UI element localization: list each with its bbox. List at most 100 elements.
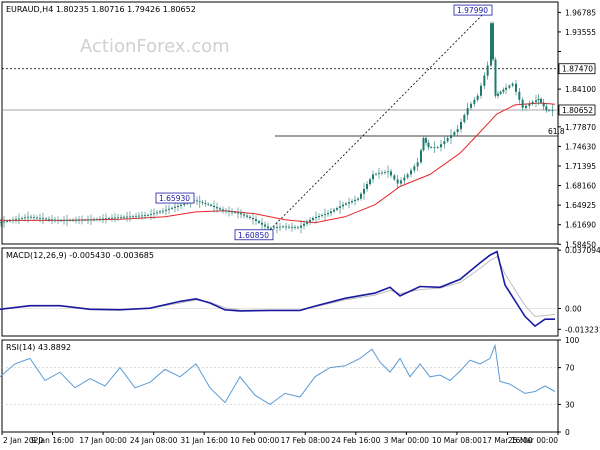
candle-body — [99, 218, 101, 220]
candle-body — [511, 83, 514, 86]
candle-body — [261, 222, 263, 225]
candle-body — [537, 98, 540, 101]
main-y-tick-label: 1.64925 — [565, 201, 596, 210]
macd-y-ticks: 0.037094 0.00 -0.013231 — [558, 246, 600, 334]
candle-body — [540, 98, 542, 103]
candle-body — [282, 226, 284, 228]
macd-lines — [0, 250, 558, 328]
x-tick-label: 3 Mar 00:00 — [384, 436, 430, 445]
candle-body — [30, 216, 32, 218]
rsi-header: RSI(14) 43.8892 — [6, 343, 71, 352]
candle-body — [120, 217, 122, 218]
candle-body — [466, 107, 469, 115]
candle-body — [378, 173, 380, 175]
candle-body — [450, 135, 452, 139]
candle-body — [111, 217, 113, 219]
candle-body — [321, 215, 323, 217]
candle-body — [123, 216, 125, 218]
candle-body — [249, 216, 251, 218]
candle-body — [384, 172, 386, 173]
candle-body — [342, 204, 344, 207]
candle-body — [36, 217, 38, 219]
x-tick-label: 31 Jan 16:00 — [180, 436, 228, 445]
candle-body — [535, 100, 537, 102]
candle-body — [351, 201, 353, 203]
main-y-tick-label: 1.61690 — [565, 221, 596, 230]
candle-body — [309, 219, 311, 222]
candle-body — [372, 174, 374, 180]
x-tick-label: 2 Jan 2020 — [3, 436, 43, 445]
candle-body — [129, 216, 131, 218]
macd-y-tick-label: 0.037094 — [565, 246, 600, 255]
candle-body — [406, 174, 409, 178]
candle-body — [87, 219, 89, 221]
candle-body — [66, 220, 68, 222]
annotation-box — [155, 192, 195, 204]
main-lines: 1.87470 1.80652 61.8 — [0, 4, 596, 234]
macd-line — [0, 250, 555, 328]
annotation-label: 1.65930 — [159, 194, 190, 203]
candle-body — [39, 217, 41, 219]
candle-body — [96, 219, 98, 220]
x-tick-label: 24 Jan 08:00 — [130, 436, 178, 445]
candle-body — [315, 217, 317, 218]
candle-body — [3, 221, 5, 223]
main-y-tick-label: 1.58450 — [565, 240, 596, 249]
candle-body — [518, 91, 521, 100]
candle-body — [171, 207, 173, 209]
candle-body — [201, 202, 204, 203]
candle-body — [505, 87, 507, 90]
candle-body — [521, 99, 524, 108]
level-label-box — [558, 63, 596, 75]
candle-body — [0, 222, 2, 224]
candle-body — [508, 85, 511, 88]
candle-body — [69, 220, 71, 221]
candle-body — [456, 129, 459, 133]
candle-body — [300, 225, 302, 228]
main-y-tick-label: 1.74630 — [565, 142, 596, 151]
candle-body — [420, 150, 422, 163]
watermark: ActionForex.com — [80, 36, 230, 57]
candle-body — [168, 208, 170, 210]
x-tick-label: 17 Feb 08:00 — [281, 436, 330, 445]
candle-body — [453, 132, 456, 136]
candle-body — [387, 171, 389, 173]
annotation-box — [234, 229, 274, 241]
candle-body — [51, 219, 53, 221]
candle-body — [366, 184, 368, 189]
candle-body — [545, 106, 548, 111]
candle-body — [354, 199, 356, 202]
candle-body — [21, 217, 23, 219]
main-y-tick-label: 1.96785 — [565, 8, 596, 17]
candle-body — [294, 227, 296, 228]
candle-body — [45, 218, 47, 220]
ma-line — [0, 102, 556, 224]
candle-body — [551, 110, 554, 112]
candle-body — [339, 206, 341, 209]
candle-body — [162, 210, 164, 212]
candle-body — [144, 215, 146, 217]
level-label-box — [558, 104, 596, 116]
main-y-tick-label: 1.77870 — [565, 123, 596, 132]
candle-body — [363, 188, 365, 194]
candle-body — [135, 215, 137, 217]
candle-body — [528, 103, 531, 106]
annotation-box — [453, 4, 493, 16]
candle-body — [150, 214, 152, 215]
candle-body — [306, 221, 308, 224]
candle-body — [422, 138, 425, 151]
candle-body — [33, 217, 35, 218]
candle-body — [357, 198, 359, 200]
candle-body — [288, 226, 290, 228]
candle-body — [78, 219, 80, 221]
rsi-line — [0, 343, 556, 406]
candle-body — [246, 215, 248, 217]
candle-body — [360, 193, 362, 199]
candle-body — [413, 166, 416, 171]
candle-body — [492, 23, 494, 60]
candle-body — [369, 179, 371, 185]
candle-body — [255, 219, 257, 222]
candle-body — [375, 173, 377, 175]
annotation-label: 1.97990 — [457, 6, 488, 15]
